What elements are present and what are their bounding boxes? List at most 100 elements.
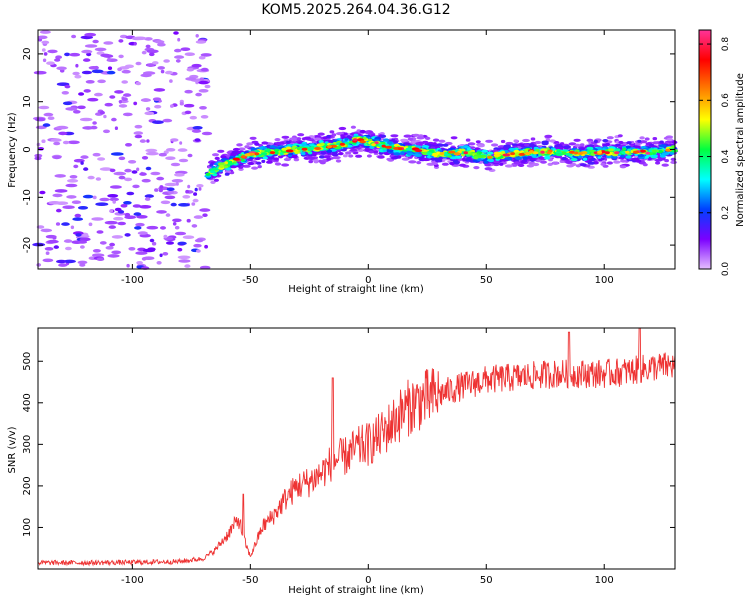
noise-blob: [94, 47, 107, 52]
y-tick-label: 300: [22, 435, 33, 454]
noise-blob: [103, 129, 110, 134]
spectrogram-x-label: Height of straight line (km): [288, 284, 424, 295]
noise-blob: [80, 155, 89, 159]
ridge-cell: [467, 142, 476, 146]
noise-blob: [103, 114, 107, 119]
ridge-peak: [540, 150, 545, 154]
noise-blob: [79, 117, 93, 122]
noise-blob: [37, 35, 48, 40]
ridge-peak: [397, 147, 403, 151]
y-tick-label: 10: [22, 95, 33, 108]
ridge-cell: [393, 143, 400, 147]
ridge-cell: [430, 157, 436, 161]
noise-blob: [62, 140, 70, 145]
ridge-cell: [618, 140, 624, 145]
noise-blob: [135, 251, 148, 255]
noise-blob: [91, 69, 104, 74]
noise-blob: [166, 187, 175, 191]
noise-blob: [172, 222, 177, 226]
ridge-cell: [400, 138, 409, 142]
ridge-cell: [261, 141, 269, 145]
noise-blob: [117, 221, 126, 226]
ridge-cell: [250, 147, 256, 151]
noise-blob: [109, 197, 119, 202]
ridge-cell: [522, 156, 528, 160]
ridge-cell: [501, 150, 506, 155]
noise-blob: [150, 171, 161, 176]
noise-blob: [55, 55, 62, 59]
noise-blob: [124, 177, 133, 182]
ridge-cell: [266, 160, 273, 164]
noise-blob: [107, 254, 120, 258]
noise-blob: [175, 182, 179, 186]
noise-blob: [83, 89, 91, 93]
ridge-peak: [614, 151, 620, 155]
noise-blob: [191, 63, 202, 68]
noise-blob: [63, 239, 73, 243]
ridge-peak: [374, 141, 379, 145]
noise-blob: [159, 253, 163, 258]
spectrogram-y-label: Frequency (Hz): [7, 112, 18, 188]
ridge-cell: [606, 136, 614, 140]
ridge-cell: [405, 147, 412, 151]
ridge-cell: [317, 132, 325, 136]
ridge-cell: [606, 161, 614, 165]
colorbar-frame: [698, 29, 712, 270]
ridge-cell: [261, 152, 268, 156]
noise-blob: [170, 162, 181, 167]
noise-blob: [199, 106, 207, 110]
noise-blob: [121, 80, 128, 84]
noise-blob: [90, 125, 98, 130]
ridge-cell: [587, 161, 595, 165]
ridge-peak: [487, 155, 493, 159]
ridge-cell: [386, 149, 394, 153]
ridge-peak: [604, 151, 610, 155]
ridge-cell: [273, 157, 280, 161]
noise-blob: [182, 195, 191, 199]
ridge-cell: [532, 162, 540, 167]
x-tick-label: 100: [595, 575, 614, 586]
ridge-cell: [578, 155, 583, 159]
ridge-cell: [350, 125, 356, 129]
ridge-cell: [355, 154, 363, 158]
noise-blob: [124, 212, 131, 217]
colorbar-label: Normalized spectral amplitude: [735, 73, 746, 227]
ridge-peak: [439, 152, 445, 155]
ridge-cell: [637, 139, 642, 143]
noise-blob: [126, 191, 135, 196]
ridge-peak: [326, 145, 333, 149]
ridge-cell: [579, 143, 585, 147]
ridge-cell: [381, 134, 387, 138]
colorbar-tick-label: 0.2: [721, 206, 731, 220]
noise-blob: [194, 138, 201, 142]
noise-blob: [158, 152, 167, 157]
noise-blob: [198, 55, 206, 60]
ridge-cell: [465, 138, 471, 142]
ridge-cell: [556, 148, 561, 153]
ridge-cell: [524, 148, 529, 152]
noise-blob: [164, 182, 178, 187]
ridge-cell: [266, 148, 271, 152]
ridge-cell: [262, 146, 268, 150]
x-tick-label: 0: [365, 275, 371, 286]
noise-blob: [193, 243, 202, 248]
noise-blob: [193, 215, 204, 219]
ridge-cell: [319, 142, 325, 146]
noise-blob: [149, 52, 155, 57]
noise-blob: [177, 148, 188, 152]
ridge-cell: [508, 147, 517, 152]
ridge-cell: [620, 159, 627, 163]
noise-blob: [191, 224, 198, 228]
noise-blob: [177, 37, 181, 42]
ridge-cell: [461, 157, 467, 161]
noise-blob: [186, 67, 194, 72]
noise-blob: [177, 241, 187, 246]
ridge-cell: [491, 143, 499, 147]
ridge-cell: [524, 143, 530, 147]
spectrogram-marks: [32, 30, 679, 270]
ridge-cell: [307, 155, 314, 160]
snr-marks: [37, 327, 676, 567]
noise-blob: [154, 104, 162, 109]
noise-blob: [198, 89, 209, 93]
ridge-cell: [401, 157, 410, 161]
